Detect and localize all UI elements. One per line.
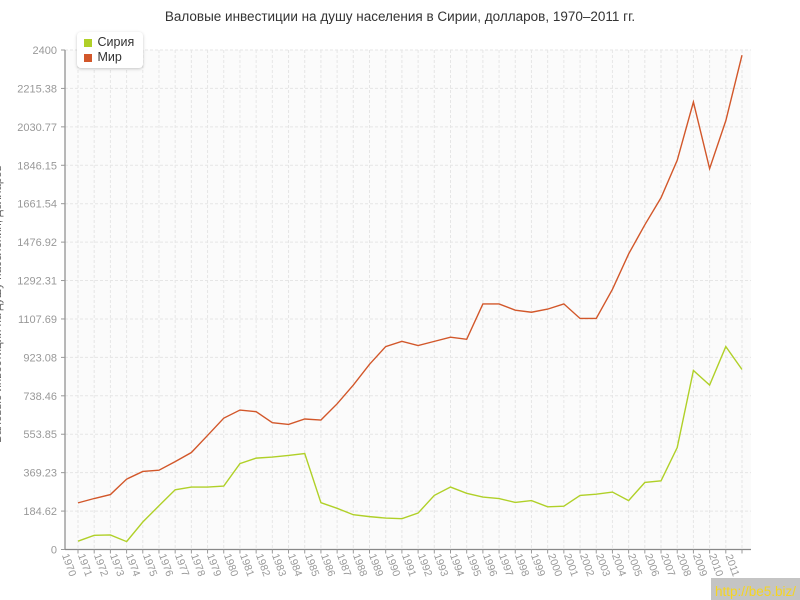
- svg-text:184.62: 184.62: [23, 506, 57, 518]
- svg-text:2215.38: 2215.38: [17, 83, 57, 95]
- svg-text:0: 0: [51, 545, 57, 557]
- svg-text:738.46: 738.46: [23, 391, 57, 403]
- svg-text:1476.92: 1476.92: [17, 237, 57, 249]
- svg-text:1661.54: 1661.54: [17, 199, 57, 211]
- svg-text:1292.31: 1292.31: [17, 276, 57, 288]
- svg-text:369.23: 369.23: [23, 468, 57, 480]
- svg-text:2400: 2400: [33, 45, 57, 57]
- svg-text:553.85: 553.85: [23, 429, 57, 441]
- svg-text:1107.69: 1107.69: [18, 314, 57, 326]
- svg-text:2030.77: 2030.77: [17, 122, 57, 134]
- svg-text:923.08: 923.08: [23, 352, 57, 364]
- svg-text:1846.15: 1846.15: [17, 160, 57, 172]
